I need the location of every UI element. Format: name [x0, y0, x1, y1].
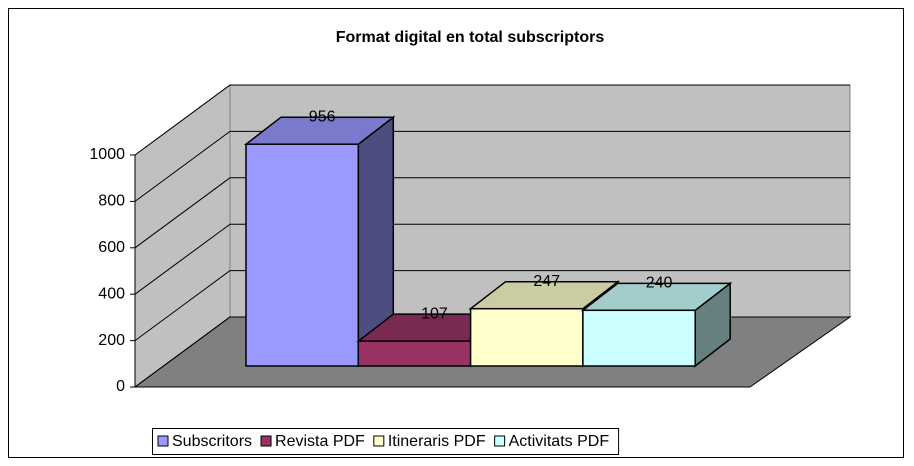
y-tick-label: 400: [98, 285, 125, 302]
y-tick-label: 1000: [89, 146, 125, 163]
legend-label: Subscritors: [172, 433, 252, 450]
bar: [469, 307, 584, 367]
legend-swatch: [373, 435, 385, 447]
y-tick-label: 0: [116, 378, 125, 395]
legend-swatch: [260, 435, 272, 447]
legend-swatch: [494, 435, 506, 447]
data-label: 956: [309, 108, 336, 125]
bar: [582, 309, 696, 367]
data-label: 107: [421, 305, 448, 322]
data-label: 247: [533, 273, 560, 290]
legend-swatch: [157, 435, 169, 447]
data-label: 240: [646, 275, 673, 292]
bar: [357, 340, 472, 367]
grid-line: [134, 84, 850, 156]
y-tick-label: 600: [98, 239, 125, 256]
grid-line: [134, 223, 850, 295]
y-tick-label: 200: [98, 332, 125, 349]
y-tick-label: 800: [98, 193, 125, 210]
bar: [245, 143, 360, 367]
grid-line: [134, 270, 850, 342]
legend-label: Activitats PDF: [509, 433, 610, 450]
legend-label: Itineraris PDF: [388, 433, 486, 450]
legend-box: [152, 428, 620, 455]
chart-title: Format digital en total subscriptors: [336, 29, 605, 46]
legend-label: Revista PDF: [275, 433, 365, 450]
grid-line: [134, 177, 850, 249]
legend: Subscritors Revista PDF Itineraris PDF Acti…: [152, 428, 620, 455]
grid-line: [134, 130, 850, 202]
